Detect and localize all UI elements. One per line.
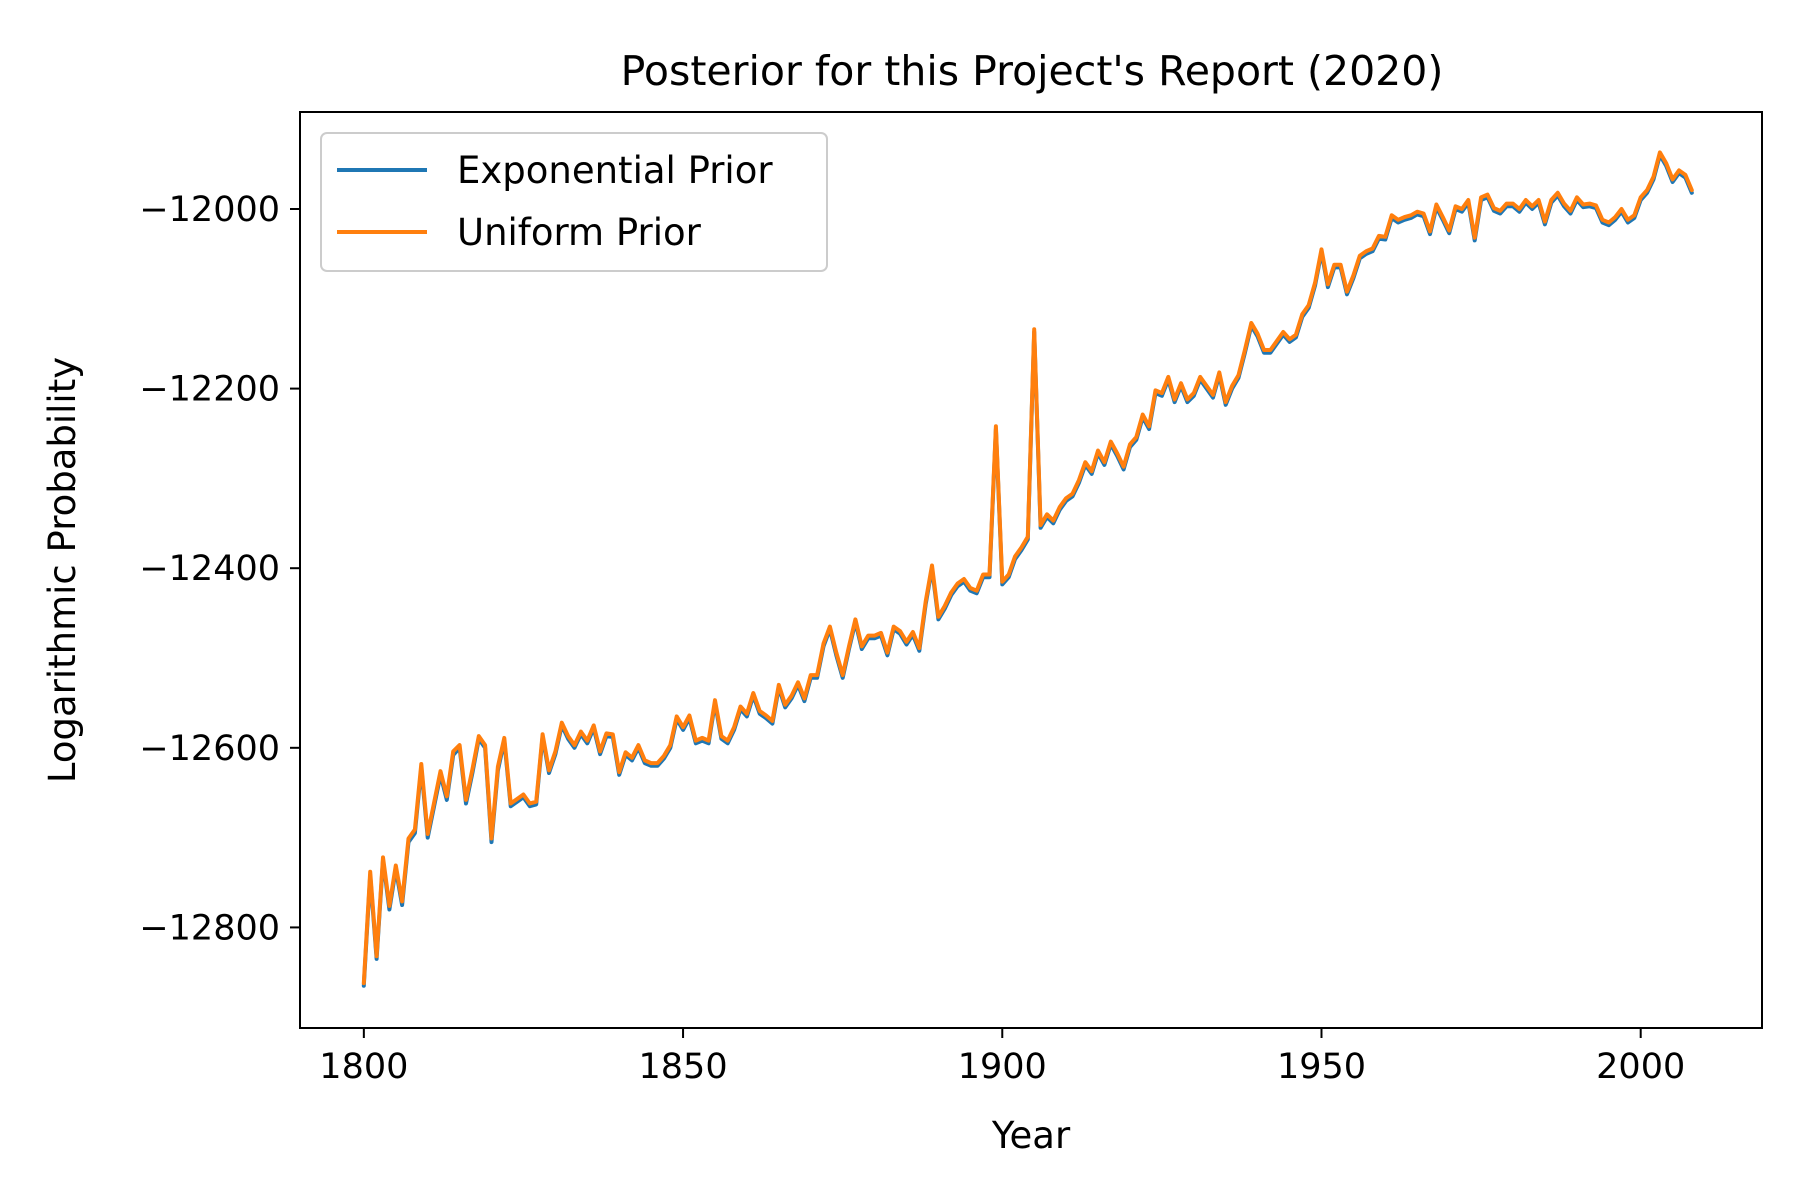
series-layer	[361, 150, 1694, 988]
x-axis-label: Year	[991, 1114, 1071, 1157]
y-axis-label: Logarithmic Probability	[41, 357, 84, 783]
chart-title: Posterior for this Project's Report (202…	[621, 47, 1444, 95]
x-tick-label: 1850	[639, 1047, 728, 1087]
x-tick-label: 1950	[1277, 1047, 1366, 1087]
legend-label: Exponential Prior	[457, 149, 773, 192]
plot-area	[299, 111, 1763, 1029]
legend: Exponential Prior Uniform Prior	[320, 132, 828, 272]
y-tick-label: −12800	[139, 908, 280, 948]
y-tick-label: −12600	[139, 729, 280, 769]
y-tick-label: −12200	[139, 370, 280, 410]
x-axis: 1800 1850 1900 1950 2000	[319, 1028, 1685, 1087]
series-line-uniform-prior	[361, 150, 1694, 986]
legend-label: Uniform Prior	[457, 211, 702, 254]
x-tick-label: 2000	[1596, 1047, 1685, 1087]
y-axis: −12800 −12600 −12400 −12200 −12000	[139, 190, 300, 948]
y-tick-label: −12000	[139, 190, 280, 230]
legend-entries: Exponential Prior Uniform Prior	[337, 149, 773, 254]
legend-box	[320, 132, 828, 272]
y-tick-label: −12400	[139, 549, 280, 589]
plot-frame	[299, 111, 1763, 1029]
x-tick-label: 1900	[958, 1047, 1047, 1087]
x-tick-label: 1800	[319, 1047, 408, 1087]
